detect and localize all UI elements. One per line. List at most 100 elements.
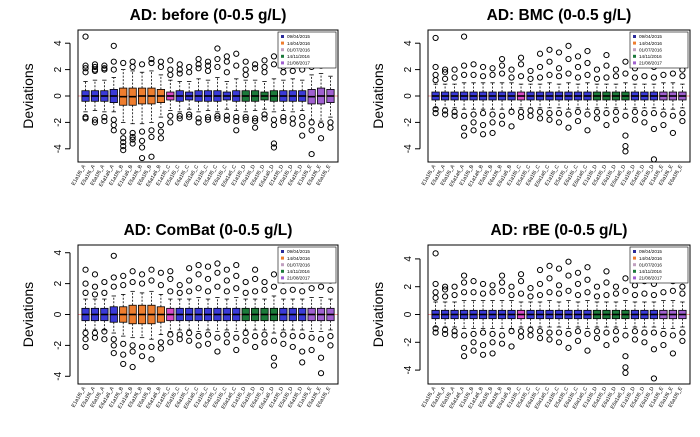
outlier-point [517,54,525,61]
box-9 [166,57,175,126]
legend-swatch [633,41,636,45]
outlier-point [641,329,648,336]
outlier-point [555,339,563,346]
box-20 [621,275,630,376]
outlier-point [299,333,306,340]
outlier-point [82,266,89,273]
outlier-point [91,67,99,75]
outlier-point [289,115,296,122]
outlier-point [536,115,544,122]
outlier-point [195,61,202,68]
legend-swatch [281,41,284,45]
outlier-point [280,288,287,295]
outlier-point [432,280,439,288]
outlier-point [451,328,458,335]
outlier-point [603,74,610,81]
outlier-point [470,111,477,118]
plot-frame [77,29,339,163]
legend-swatch [281,48,284,52]
outlier-point [308,150,315,158]
box-26 [326,277,335,349]
outlier-point [214,334,221,341]
outlier-point [299,114,306,121]
outlier-point [669,129,677,137]
outlier-point [555,119,563,126]
outlier-point [612,66,620,73]
outlier-point [138,280,146,287]
outlier-point [270,144,278,151]
outlier-point [660,289,667,296]
outlier-point [280,331,287,338]
outlier-point [261,115,268,122]
box-2 [450,66,459,119]
outlier-point [270,140,278,147]
outlier-point [308,346,315,354]
outlier-point [498,62,506,69]
outlier-point [195,115,202,122]
outlier-point [204,331,212,338]
outlier-point [441,107,449,114]
outlier-point [242,289,249,296]
outlier-point [631,108,639,115]
box-5 [478,280,488,358]
outlier-point [233,62,240,69]
legend-label: 21/08/2017 [287,276,310,281]
outlier-point [289,343,296,351]
outlier-point [460,112,468,119]
box-5 [128,58,137,147]
outlier-point [489,65,496,72]
outlier-point [593,283,601,290]
box-13 [554,49,564,126]
box-7 [147,55,156,160]
outlier-point [176,66,183,73]
outlier-point [129,63,136,71]
outlier-point [517,328,525,335]
outlier-point [82,33,89,40]
outlier-point [470,119,477,126]
outlier-point [451,283,458,290]
y-tick-label: 4 [53,250,64,256]
outlier-point [270,362,278,369]
outlier-point [252,333,259,340]
box-9 [516,54,526,121]
outlier-point [536,74,544,81]
outlier-point [167,288,174,295]
box-24 [307,272,316,354]
box-11 [535,266,545,342]
legend-label: 21/08/2017 [287,61,310,66]
outlier-point [479,351,487,358]
outlier-point [669,112,677,119]
outlier-point [157,269,164,276]
outlier-point [441,293,449,300]
outlier-point [669,350,677,357]
outlier-point [555,65,563,72]
outlier-point [214,63,221,71]
outlier-point [270,271,278,278]
legend-swatch [633,54,636,58]
legend-box [277,246,337,284]
outlier-point [536,50,544,57]
outlier-point [299,288,306,295]
outlier-point [242,71,249,78]
outlier-point [308,119,315,126]
outlier-point [120,340,127,347]
outlier-point [498,332,506,339]
outlier-point [517,271,525,278]
legend-label: 09/04/2015 [639,34,662,39]
box-3 [109,42,118,134]
outlier-point [498,340,506,347]
outlier-point [441,111,449,118]
outlier-point [167,339,174,346]
box-18 [602,268,611,349]
outlier-point [517,61,525,68]
outlier-point [593,108,601,115]
outlier-point [91,334,99,341]
outlier-point [517,290,525,297]
outlier-point [186,265,193,272]
box-17 [241,58,250,123]
outlier-point [186,329,193,337]
outlier-point [650,156,658,163]
outlier-point [650,291,658,299]
outlier-point [308,285,315,292]
